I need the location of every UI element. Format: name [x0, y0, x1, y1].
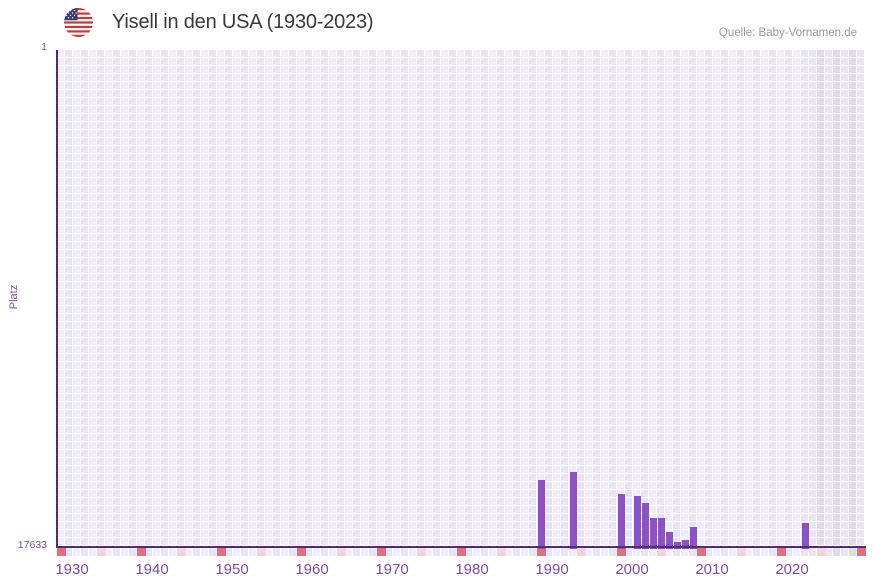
- x-axis-label-1950: 1950: [215, 561, 249, 578]
- y-axis-line: [55, 49, 58, 548]
- decade-tick-1980: [456, 547, 466, 556]
- decade-tick-2000: [616, 547, 626, 556]
- plot-area: [57, 49, 865, 549]
- x-axis-label-1970: 1970: [375, 561, 409, 578]
- y-axis-tick-top: 1: [41, 41, 47, 53]
- x-axis-label-1940: 1940: [135, 561, 169, 578]
- rank-bar-1990[interactable]: [537, 480, 545, 549]
- us-flag-icon: [64, 8, 93, 37]
- x-axis-label-2000: 2000: [615, 561, 649, 578]
- decade-tick-1960: [296, 547, 306, 556]
- decade-tick-2010: [696, 547, 706, 556]
- rank-bar-2023[interactable]: [801, 522, 809, 549]
- half-decade-tick-2015: [736, 547, 746, 556]
- decade-tick-1990: [536, 547, 546, 556]
- y-axis-title: Platz: [8, 284, 20, 310]
- x-axis-label-1960: 1960: [295, 561, 329, 578]
- half-decade-tick-1985: [496, 547, 506, 556]
- half-decade-tick-2005: [656, 547, 666, 556]
- source-attribution: Quelle: Baby-Vornamen.de: [718, 27, 857, 39]
- rank-bar-1994[interactable]: [569, 472, 577, 549]
- x-axis-label-1990: 1990: [535, 561, 569, 578]
- decade-tick-1970: [376, 547, 386, 556]
- x-axis-label-2020: 2020: [775, 561, 809, 578]
- x-axis-label-2010: 2010: [695, 561, 729, 578]
- decade-tick-1950: [216, 547, 226, 556]
- rank-bar-2006[interactable]: [665, 532, 673, 549]
- rank-bar-2004[interactable]: [649, 517, 657, 549]
- decade-tick-2030: [856, 547, 866, 556]
- rank-bar-2005[interactable]: [657, 517, 665, 549]
- chart-title: Yisell in den USA (1930-2023): [112, 11, 374, 33]
- y-axis-tick-bottom: 17633: [17, 538, 47, 551]
- half-decade-tick-1935: [96, 547, 106, 556]
- rank-bar-2003[interactable]: [641, 503, 649, 549]
- x-axis-label-1980: 1980: [455, 561, 489, 578]
- rank-bar-2009[interactable]: [689, 526, 697, 549]
- x-axis-label-1930: 1930: [55, 561, 89, 578]
- rank-bar-2000[interactable]: [617, 494, 625, 549]
- rank-bar-2002[interactable]: [633, 496, 641, 549]
- rank-bar-2007[interactable]: [673, 541, 681, 549]
- half-decade-tick-1975: [416, 547, 426, 556]
- half-decade-tick-1965: [336, 547, 346, 556]
- half-decade-tick-1955: [256, 547, 266, 556]
- rank-bar-2008[interactable]: [681, 539, 689, 549]
- x-axis-line: [55, 545, 866, 548]
- decade-tick-2020: [776, 547, 786, 556]
- half-decade-tick-1945: [176, 547, 186, 556]
- decade-tick-1940: [136, 547, 146, 556]
- half-decade-tick-2025: [816, 547, 826, 556]
- future-years-band: [809, 49, 865, 546]
- x-tick-strip: [56, 547, 866, 556]
- half-decade-tick-1995: [576, 547, 586, 556]
- x-tick-strip-future-overlay: [809, 547, 865, 556]
- x-axis-labels: 1930 1940 1950 1960 1970 1980 1990 2000 2010 2020: [55, 561, 865, 581]
- decade-tick-1930: [56, 547, 66, 556]
